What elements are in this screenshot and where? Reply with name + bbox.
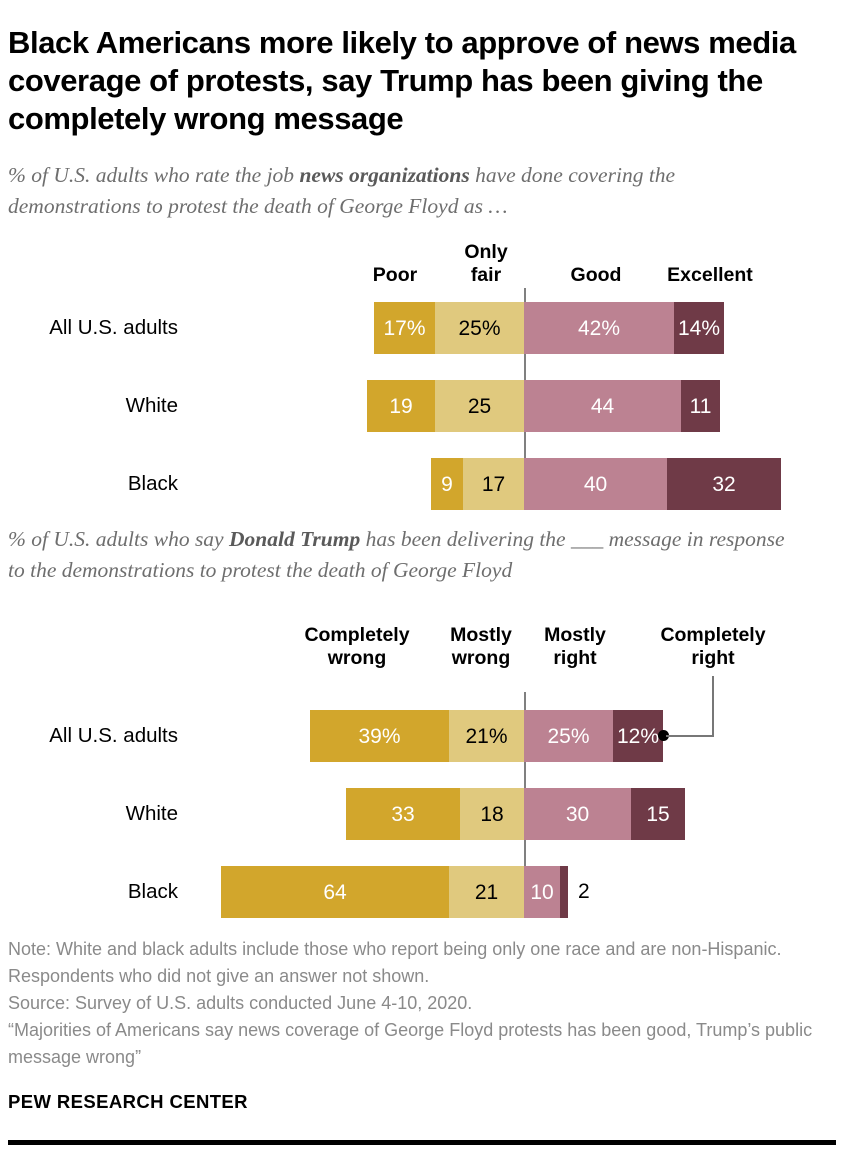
chart-1-seg-black-only-fair: 17	[463, 458, 524, 510]
footer-report-title: “Majorities of Americans say news covera…	[8, 1020, 813, 1067]
chart-2-seg-all-completely-right: 12%	[613, 710, 663, 762]
callout-dot-completely-right	[658, 730, 669, 741]
chart-2-seg-black-mostly-right: 10	[524, 866, 560, 918]
bottom-rule	[8, 1140, 836, 1145]
chart-1-subtitle: % of U.S. adults who rate the job news o…	[8, 160, 808, 222]
chart-1-row-black: Black 9 17 40 32	[0, 458, 844, 510]
chart-2-header-completely-wrong: Completely wrong	[304, 624, 410, 669]
chart-news-organizations: Poor Only fair Good Excellent All U.S. a…	[0, 236, 844, 510]
chart-1-row-label-all-us-adults: All U.S. adults	[49, 316, 178, 339]
chart-trump-message: Completely wrong Mostly wrong Mostly rig…	[0, 618, 844, 918]
page-title: Black Americans more likely to approve o…	[8, 25, 796, 136]
chart-2-row-white: White 33 18 30 15	[0, 788, 844, 840]
chart-1-row-label-black: Black	[127, 472, 178, 495]
chart-2-seg-all-mostly-right: 25%	[524, 710, 613, 762]
chart-1-subtitle-emphasis: news organizations	[299, 163, 470, 187]
chart-2-subtitle-emphasis: Donald Trump	[228, 527, 361, 551]
chart-2-subtitle-lead: % of U.S. adults who say	[8, 527, 229, 551]
chart-1-row-all-us-adults: All U.S. adults 17% 25% 42% 14%	[0, 302, 844, 354]
chart-1-header-poor: Poor	[372, 264, 418, 286]
chart-1-header-good: Good	[570, 264, 622, 286]
chart-1-seg-white-poor: 19	[367, 380, 435, 432]
chart-2-row-label-all-us-adults: All U.S. adults	[49, 724, 178, 747]
chart-1-subtitle-tail: have done covering the demonstrations to…	[8, 163, 676, 218]
chart-2-row-all-us-adults: All U.S. adults 39% 21% 25% 12%	[0, 710, 844, 762]
chart-1-header-excellent: Excellent	[667, 264, 753, 286]
chart-1-seg-white-only-fair: 25	[435, 380, 524, 432]
chart-2-row-black: Black 64 21 10 2	[0, 866, 844, 918]
chart-2-seg-white-mostly-wrong: 18	[460, 788, 524, 840]
chart-1-seg-all-only-fair: 25%	[435, 302, 524, 354]
footer-notes: Note: White and black adults include tho…	[8, 936, 820, 1071]
chart-1-seg-white-good: 44	[524, 380, 681, 432]
footer-note: Note: White and black adults include tho…	[8, 939, 782, 986]
chart-2-seg-black-completely-right-label: 2	[578, 880, 590, 903]
chart-2-seg-black-completely-wrong: 64	[221, 866, 449, 918]
chart-2-row-label-white: White	[125, 802, 178, 825]
chart-1-header-only-fair: Only fair	[464, 241, 508, 286]
chart-2-seg-white-completely-right: 15	[631, 788, 685, 840]
callout-leader-vertical	[712, 676, 714, 736]
chart-2-seg-all-completely-wrong: 39%	[310, 710, 449, 762]
chart-2-header-mostly-wrong: Mostly wrong	[450, 624, 512, 669]
chart-1-seg-black-poor: 9	[431, 458, 463, 510]
pew-research-center-attribution: PEW RESEARCH CENTER	[8, 1091, 248, 1112]
chart-1-seg-white-excellent: 11	[681, 380, 720, 432]
chart-1-row-white: White 19 25 44 11	[0, 380, 844, 432]
chart-2-subtitle-tail: has been delivering the ___ message in r…	[8, 527, 785, 582]
chart-2-header-mostly-right: Mostly right	[544, 624, 606, 669]
footer-source: Source: Survey of U.S. adults conducted …	[8, 993, 473, 1013]
chart-1-seg-black-excellent: 32	[667, 458, 781, 510]
chart-1-seg-all-poor: 17%	[374, 302, 435, 354]
chart-2-subtitle: % of U.S. adults who say Donald Trump ha…	[8, 524, 798, 586]
chart-1-subtitle-lead: % of U.S. adults who rate the job	[8, 163, 300, 187]
chart-2-seg-white-completely-wrong: 33	[346, 788, 460, 840]
chart-2-seg-white-mostly-right: 30	[524, 788, 631, 840]
callout-leader-horizontal	[666, 735, 714, 737]
chart-2-seg-black-completely-right	[560, 866, 568, 918]
chart-2-seg-all-mostly-wrong: 21%	[449, 710, 524, 762]
chart-2-row-label-black: Black	[127, 880, 178, 903]
chart-1-seg-black-good: 40	[524, 458, 667, 510]
chart-1-seg-all-good: 42%	[524, 302, 674, 354]
chart-2-seg-black-mostly-wrong: 21	[449, 866, 524, 918]
chart-2-header-completely-right: Completely right	[660, 624, 766, 669]
chart-1-seg-all-excellent: 14%	[674, 302, 724, 354]
chart-1-row-label-white: White	[125, 394, 178, 417]
